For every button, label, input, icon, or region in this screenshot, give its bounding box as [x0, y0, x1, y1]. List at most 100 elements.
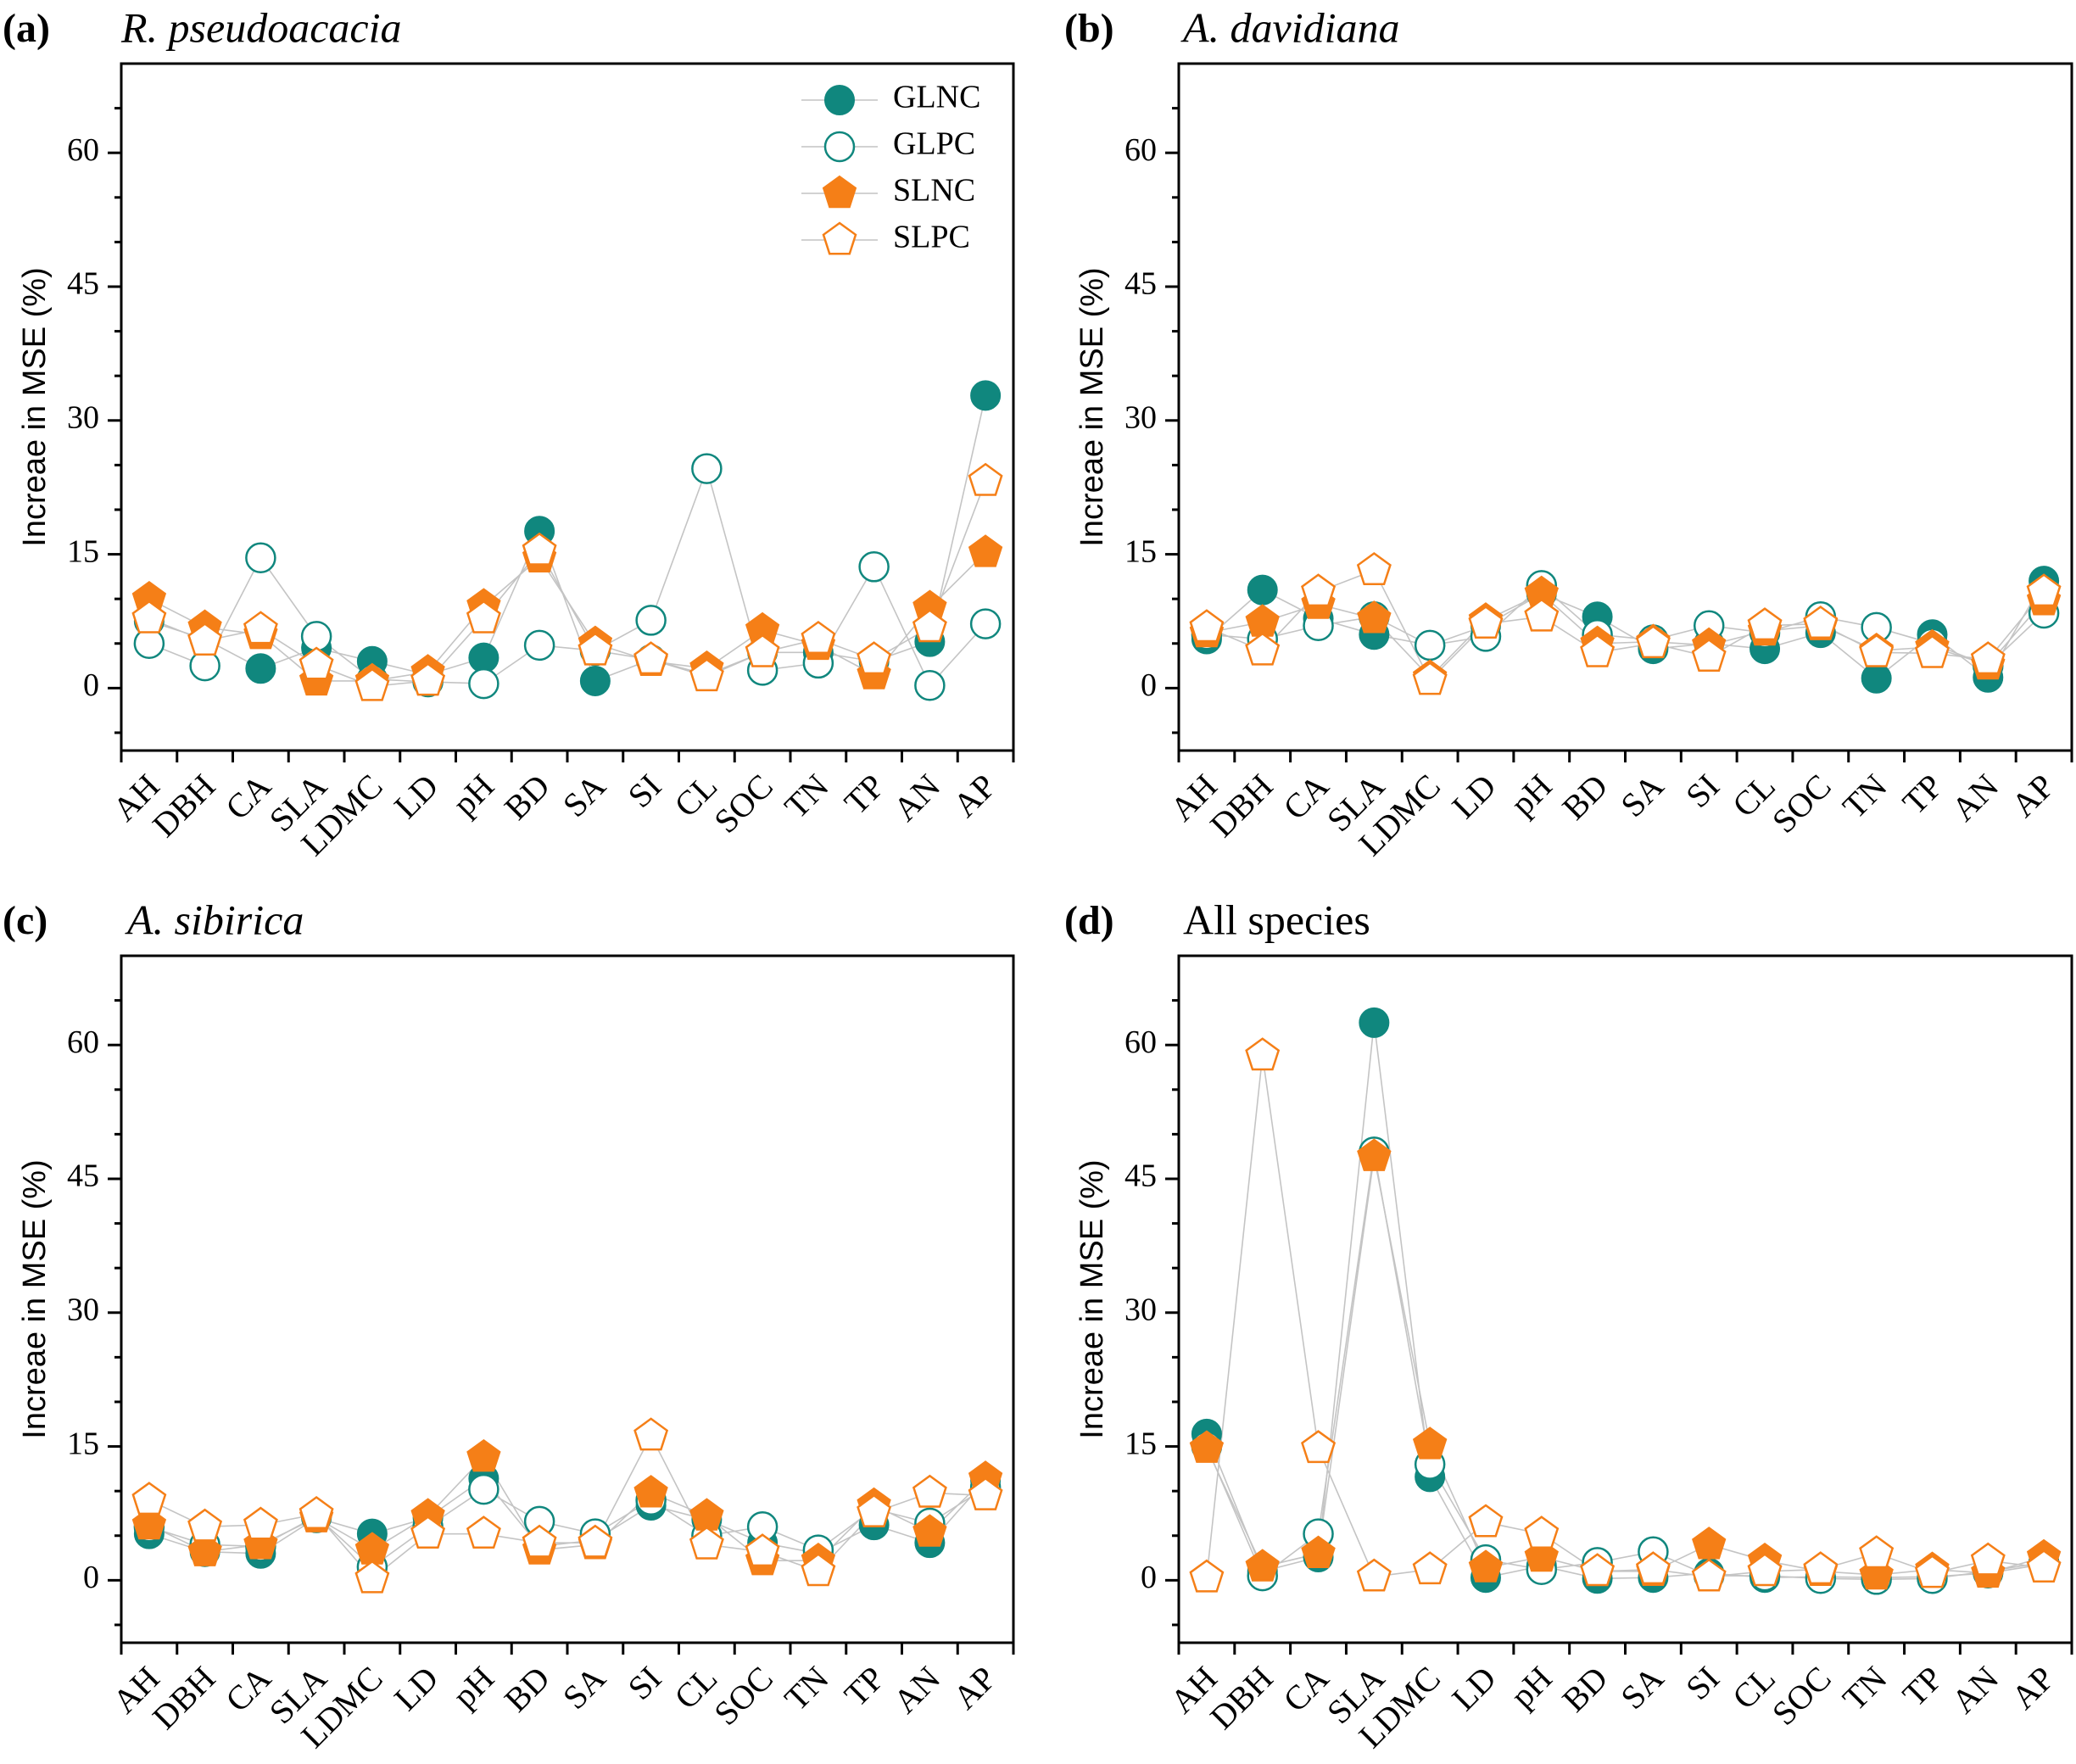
point-slpc	[466, 1516, 501, 1549]
x-tick-label: AN	[886, 1659, 948, 1721]
point-glnc	[245, 653, 276, 684]
x-tick-label: AN	[1944, 767, 2006, 829]
x-tick-label: AP	[2004, 767, 2062, 824]
point-slpc	[1356, 1558, 1392, 1592]
point-slpc	[1635, 625, 1671, 659]
y-axis: 0 15 30 45 60 Increae in MSE (%)	[1074, 999, 1179, 1627]
y-tick-label: 0	[83, 1560, 99, 1595]
point-slnc	[689, 1498, 724, 1531]
x-tick-label: SI	[1678, 767, 1727, 815]
y-tick-label: 45	[67, 1158, 99, 1194]
point-slnc	[633, 1475, 668, 1508]
point-slpc	[1859, 634, 1895, 667]
x-tick-label: SOC	[1765, 767, 1839, 840]
y-tick-label: 0	[1141, 667, 1157, 703]
point-slpc	[578, 1524, 613, 1558]
legend-label: GLPC	[893, 126, 975, 162]
legend-label: GLNC	[893, 80, 980, 115]
point-slpc	[745, 634, 780, 667]
legend-item-glpc: GLPC	[801, 126, 975, 163]
point-slpc	[410, 1516, 446, 1549]
point-slpc	[1412, 662, 1448, 695]
point-slpc	[1970, 1542, 2006, 1576]
series-lines	[148, 1434, 986, 1580]
y-tick-label: 60	[67, 132, 99, 168]
data-points	[131, 380, 1003, 701]
x-tick-label: pH	[445, 767, 501, 823]
point-slpc	[354, 1560, 390, 1594]
point-slnc	[187, 1533, 222, 1566]
point-slpc	[1301, 1430, 1337, 1464]
x-tick-label: SOC	[1765, 1659, 1839, 1733]
point-slnc	[968, 534, 1003, 567]
x-tick-label: DBH	[1203, 1659, 1281, 1737]
point-slpc	[1914, 634, 1950, 668]
series-lines	[1206, 1022, 2045, 1581]
point-slpc	[1970, 641, 2006, 675]
y-axis: 0 15 30 45 60 Increae in MSE (%)	[17, 999, 121, 1627]
y-tick-label: 30	[67, 399, 99, 435]
series-line-slnc	[148, 1455, 986, 1561]
point-glnc	[1359, 1007, 1390, 1038]
y-tick-label: 15	[1124, 533, 1157, 569]
panel-label: (b)	[1064, 6, 1114, 51]
panel-d: (d) All species 0 15 30 45 60 Increae in MSE (%…	[1064, 896, 2073, 1756]
y-tick-label: 30	[1124, 399, 1157, 435]
x-tick-label: DBH	[145, 767, 223, 845]
point-slpc	[1635, 1551, 1671, 1585]
point-glpc	[635, 605, 667, 636]
point-glpc	[468, 1473, 499, 1505]
x-tick-label: SI	[620, 767, 668, 815]
point-slnc	[1357, 1138, 1392, 1171]
y-tick-label: 0	[1141, 1560, 1157, 1595]
legend-marker	[823, 131, 856, 163]
point-glpc	[1414, 629, 1446, 662]
y-tick-label: 15	[1124, 1426, 1157, 1461]
y-axis-title: Increae in MSE (%)	[17, 1159, 53, 1438]
point-glpc	[189, 650, 220, 682]
point-slpc	[522, 532, 557, 566]
legend: GLNC GLPC SLNC SLPC	[801, 80, 980, 255]
x-tick-label: DBH	[145, 1659, 223, 1737]
point-slpc	[1356, 551, 1392, 585]
point-slnc	[1245, 604, 1280, 637]
point-slpc	[1747, 1553, 1783, 1587]
point-glpc	[914, 669, 946, 701]
x-tick-label: TP	[837, 1659, 892, 1714]
x-tick-label: AP	[946, 1659, 1003, 1717]
point-glpc	[523, 629, 555, 662]
point-glnc	[579, 665, 611, 696]
x-tick-label: TN	[777, 1659, 836, 1718]
x-tick-label: SA	[555, 1659, 613, 1717]
panel-label: (d)	[1064, 898, 1114, 943]
legend-marker	[824, 85, 855, 115]
point-slpc	[1747, 607, 1783, 641]
point-slpc	[187, 1508, 223, 1542]
point-slpc	[968, 462, 1003, 496]
point-slnc	[1189, 1430, 1225, 1463]
panel-a: (a) R. pseudoacacia 0 15 30 45 60 Increae in MS…	[3, 3, 1015, 863]
point-slnc	[1245, 1549, 1280, 1582]
point-slpc	[1468, 1504, 1504, 1538]
legend-item-glnc: GLNC	[801, 80, 980, 115]
point-slpc	[131, 1482, 167, 1516]
y-tick-label: 45	[1124, 266, 1157, 302]
panel-title: A. davidiana	[1180, 3, 1400, 51]
y-tick-label: 60	[1124, 1024, 1157, 1060]
x-tick-label: pH	[1503, 1659, 1559, 1715]
x-tick-label: DBH	[1203, 767, 1281, 845]
point-slpc	[1803, 1551, 1839, 1585]
point-slnc	[1357, 600, 1392, 634]
x-tick-label: BD	[1554, 1659, 1615, 1719]
x-tick-label: SI	[620, 1659, 668, 1707]
y-tick-label: 30	[67, 1292, 99, 1327]
point-slnc	[1692, 1527, 1727, 1560]
point-slpc	[187, 622, 223, 656]
point-glnc	[970, 380, 1002, 411]
x-tick-label: TN	[777, 767, 836, 826]
point-slpc	[745, 1533, 780, 1567]
x-tick-label: TN	[1835, 767, 1895, 826]
